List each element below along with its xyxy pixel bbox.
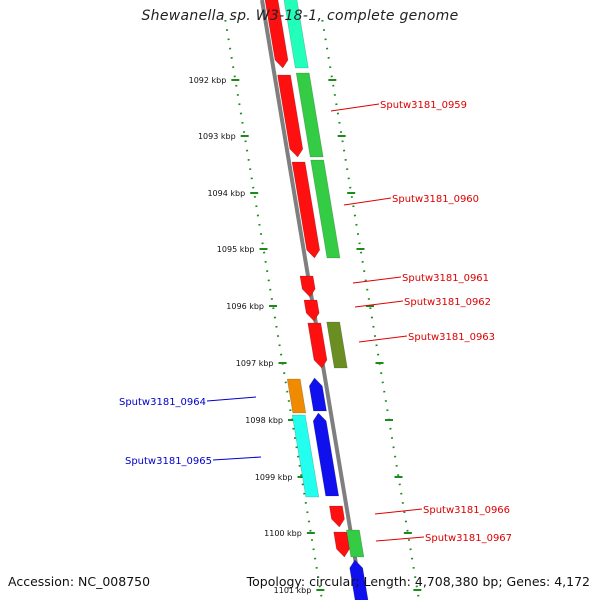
gene-label[interactable]: Sputw3181_0959 [380,100,467,111]
label-leader-line [358,335,408,343]
cds-feature [291,414,320,498]
cds-feature [346,529,365,558]
label-leader-line [330,103,380,112]
gene-label[interactable]: Sputw3181_0962 [404,297,491,308]
label-leader-line [352,276,402,284]
tick-label: 1096 kbp [226,302,264,311]
gene-label[interactable]: Sputw3181_0963 [408,332,495,343]
tick-label: 1097 kbp [236,359,274,368]
label-leader-line [374,508,423,515]
tick-label: 1101 kbp [274,586,312,595]
cds-feature [283,0,309,69]
cds-feature [326,321,348,369]
gene-labels: Sputw3181_0959 Sputw3181_0960 Sputw3181_09… [119,100,512,544]
gene-label[interactable]: Sputw3181_0961 [402,273,489,284]
tick-label: 1099 kbp [255,473,293,482]
cds-feature [329,505,345,528]
cds-feature [307,322,328,369]
gene-label[interactable]: Sputw3181_0964 [119,397,206,408]
accession-text: Accession: NC_008750 [8,574,151,589]
gene-label[interactable]: Sputw3181_0967 [425,533,512,544]
tick-label: 1094 kbp [207,189,245,198]
label-leader-line [375,536,425,542]
cds-features [264,0,369,600]
tick-label: 1093 kbp [198,132,236,141]
label-leader-line [212,456,262,461]
tick-label: 1100 kbp [264,529,302,538]
tick-label: 1095 kbp [217,245,255,254]
cds-feature [286,378,307,414]
label-leader-line [206,396,257,402]
gene-label[interactable]: Sputw3181_0965 [125,456,212,467]
label-leader-line [343,197,392,206]
topology-summary: Topology: circular; Length: 4,708,380 bp… [246,574,590,589]
tick-label: 1098 kbp [245,416,283,425]
map-title: Shewanella sp. W3-18-1, complete genome [141,8,459,24]
gene-label[interactable]: Sputw3181_0966 [423,505,510,516]
cds-feature [264,0,289,69]
label-leader-line [354,300,404,308]
cds-feature [308,377,327,412]
tick-marks: 1092 kbp 1093 kbp 1094 kbp 1095 kbp 1096 kbp… [189,19,422,600]
cds-feature [310,159,341,259]
left-scale-dots [224,19,324,600]
gene-label[interactable]: Sputw3181_0960 [392,194,479,205]
cds-feature [299,275,316,298]
cds-feature [333,531,350,558]
right-scale-dots [321,19,421,600]
cds-feature [303,299,320,322]
cds-feature [295,72,324,158]
cds-feature [312,412,340,497]
cds-feature [277,74,304,158]
cds-feature [349,559,369,600]
cds-feature [291,161,321,259]
tick-label: 1092 kbp [189,76,227,85]
